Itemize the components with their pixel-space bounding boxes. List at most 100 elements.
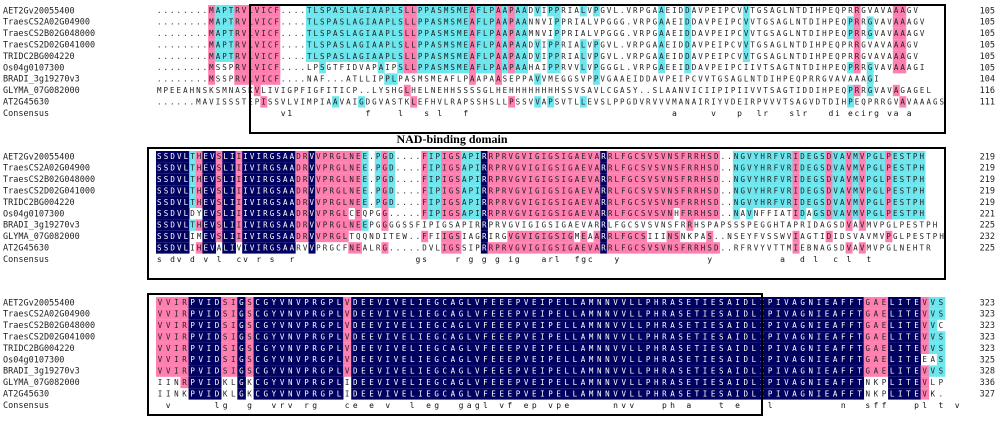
residue: V xyxy=(524,367,529,376)
consensus-residue: l xyxy=(398,109,403,118)
residue: D xyxy=(813,221,818,230)
residue-shade xyxy=(301,151,309,163)
residue: F xyxy=(340,63,345,72)
residue: I xyxy=(794,175,799,184)
residue-shade xyxy=(467,151,475,163)
residue: A xyxy=(490,75,495,84)
residue: S xyxy=(455,198,460,207)
residue-shade xyxy=(547,62,555,74)
residue: . xyxy=(281,63,286,72)
residue-shade xyxy=(332,5,339,17)
residue: I xyxy=(429,209,434,218)
residue: V xyxy=(280,367,285,376)
residue: E xyxy=(499,344,504,353)
residue: I xyxy=(174,332,179,341)
residue: A xyxy=(887,40,892,49)
residue: S xyxy=(450,63,455,72)
residue: . xyxy=(183,18,188,27)
residue: I xyxy=(442,164,447,173)
residue: R xyxy=(874,97,879,106)
residue-shade xyxy=(482,39,489,51)
residue: F xyxy=(477,40,482,49)
residue: N xyxy=(734,209,739,218)
residue: A xyxy=(833,355,838,364)
residue: T xyxy=(349,232,354,241)
residue-shade xyxy=(209,162,217,174)
residue: . xyxy=(183,97,188,106)
residue: P xyxy=(794,221,799,230)
residue: I xyxy=(703,378,708,387)
residue: L xyxy=(411,40,416,49)
residue-shade xyxy=(693,185,701,197)
residue: V xyxy=(166,367,171,376)
residue: G xyxy=(741,198,746,207)
residue: I xyxy=(574,29,579,38)
residue: V xyxy=(475,310,480,319)
residue: I xyxy=(231,344,236,353)
residue-shade xyxy=(521,16,529,28)
residue: P xyxy=(495,243,500,252)
residue-shade xyxy=(852,162,860,174)
residue: S xyxy=(674,152,679,161)
residue: V xyxy=(913,6,918,15)
residue: N xyxy=(597,355,602,364)
residue-shade xyxy=(358,16,366,28)
residue-shade xyxy=(308,196,316,208)
residue: A xyxy=(470,18,475,27)
residue: D xyxy=(170,164,175,173)
residue-shade xyxy=(633,151,641,163)
residue: S xyxy=(235,97,240,106)
residue-shade xyxy=(507,185,515,197)
residue: Y xyxy=(747,232,752,241)
residue: I xyxy=(442,232,447,241)
residue-shade xyxy=(640,151,648,163)
residue: G xyxy=(320,344,325,353)
residue: V xyxy=(847,198,852,207)
residue: S xyxy=(516,97,521,106)
residue: S xyxy=(674,198,679,207)
residue: R xyxy=(235,40,240,49)
residue: C xyxy=(443,310,448,319)
residue: H xyxy=(816,52,821,61)
residue: R xyxy=(861,63,866,72)
residue: V xyxy=(296,378,301,387)
residue: P xyxy=(369,221,374,230)
residue: H xyxy=(509,86,514,95)
residue: S xyxy=(568,86,573,95)
residue: I xyxy=(528,152,533,161)
residue: V xyxy=(780,164,785,173)
residue-shade xyxy=(374,151,382,163)
residue: P xyxy=(594,6,599,15)
residue: P xyxy=(829,18,834,27)
residue-shade xyxy=(332,50,339,62)
residue: G xyxy=(336,232,341,241)
residue-shade xyxy=(633,196,641,208)
residue: F xyxy=(849,310,854,319)
residue: L xyxy=(581,63,586,72)
residue: P xyxy=(304,310,309,319)
residue: S xyxy=(707,243,712,252)
residue: I xyxy=(230,243,235,252)
residue: I xyxy=(776,344,781,353)
residue: V xyxy=(316,198,321,207)
residue: I xyxy=(207,298,212,307)
residue: G xyxy=(813,209,818,218)
residue: . xyxy=(300,52,305,61)
residue: H xyxy=(411,86,416,95)
residue: I xyxy=(540,310,545,319)
residue: G xyxy=(868,63,873,72)
residue: E xyxy=(369,355,374,364)
residue: V xyxy=(621,321,626,330)
residue: T xyxy=(190,198,195,207)
residue: V xyxy=(760,232,765,241)
residue: F xyxy=(621,186,626,195)
residue: E xyxy=(402,332,407,341)
residue: . xyxy=(294,52,299,61)
residue: V xyxy=(847,186,852,195)
residue-shade xyxy=(175,162,183,174)
residue: A xyxy=(333,40,338,49)
residue: F xyxy=(621,164,626,173)
residue-shade xyxy=(325,5,333,17)
residue: G xyxy=(336,186,341,195)
residue-shade xyxy=(467,196,475,208)
